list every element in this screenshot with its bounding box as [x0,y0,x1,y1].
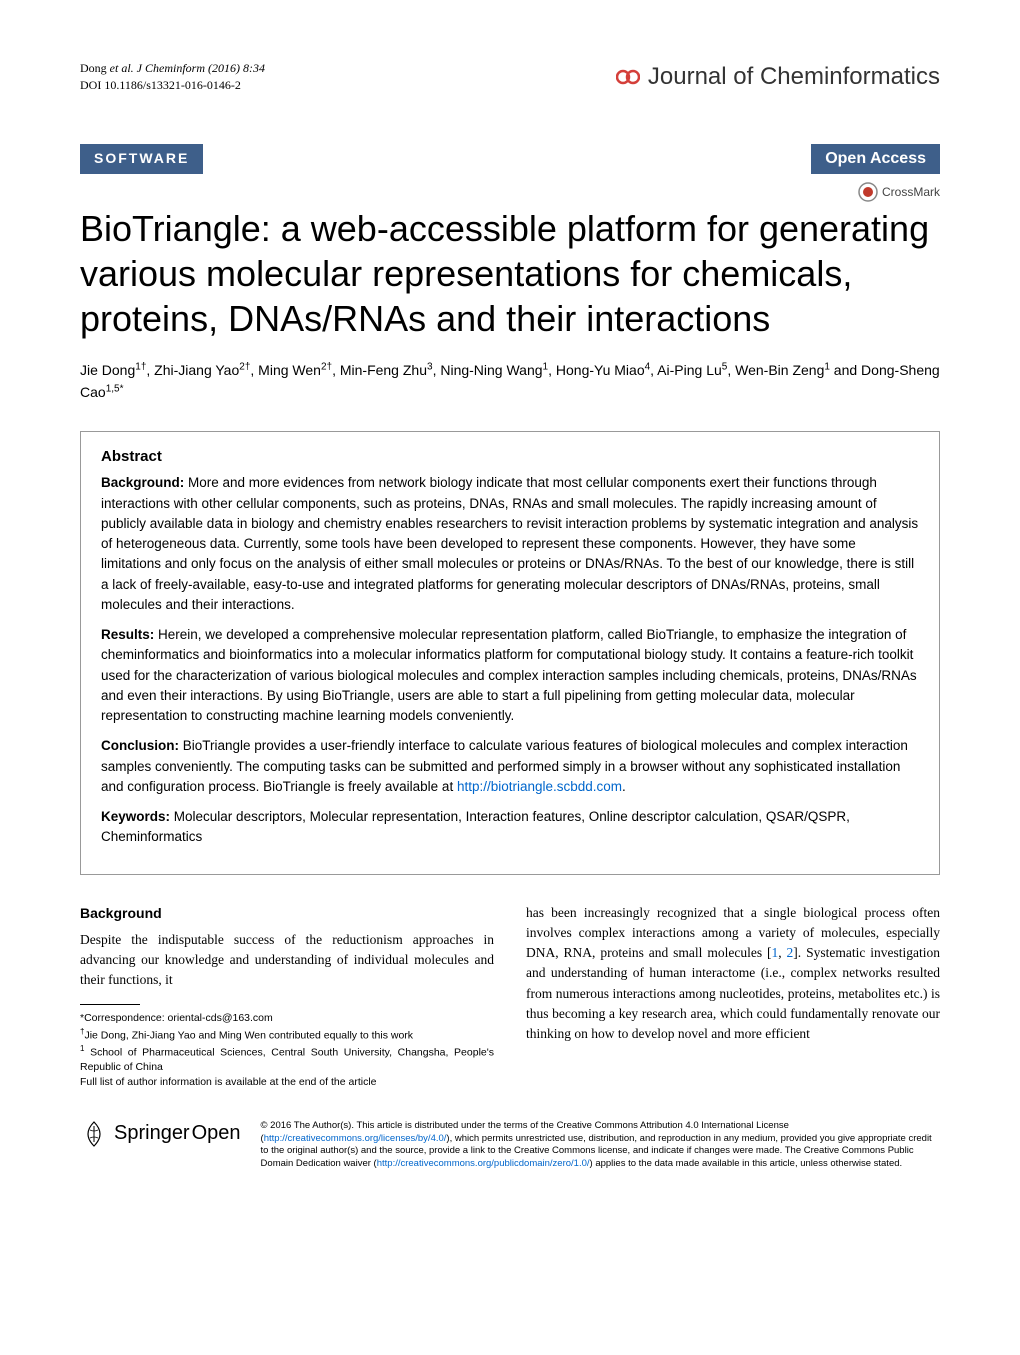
crossmark-badge[interactable]: CrossMark [858,182,940,202]
header-row: Dong et al. J Cheminform (2016) 8:34 DOI… [80,60,940,94]
background-label: Background: [101,475,184,490]
journal-name: Journal of Cheminformatics [648,63,940,91]
footnotes: *Correspondence: oriental-cds@163.com †J… [80,1011,494,1089]
lic-link1[interactable]: http://creativecommons.org/licenses/by/4… [264,1133,447,1144]
abstract-box: Abstract Background: More and more evide… [80,431,940,874]
col1-para: Despite the indisputable success of the … [80,930,494,991]
body-columns: Background Despite the indisputable succ… [80,903,940,1090]
fulllist-note: Full list of author information is avail… [80,1075,494,1090]
conclusion-text-2: . [622,779,626,794]
authors-list: Jie Dong1†, Zhi-Jiang Yao2†, Ming Wen2†,… [80,359,940,404]
abstract-conclusion: Conclusion: BioTriangle provides a user-… [101,736,919,797]
journal-icon [616,65,640,89]
license-text: © 2016 The Author(s). This article is di… [261,1120,940,1171]
citation-doi: DOI 10.1186/s13321-016-0146-2 [80,78,241,92]
keywords-label: Keywords: [101,809,170,824]
background-text: More and more evidences from network bio… [101,475,918,612]
footer-row: SpringerOpen © 2016 The Author(s). This … [80,1120,940,1171]
abstract-background: Background: More and more evidences from… [101,473,919,615]
springer-icon [80,1120,108,1148]
crossmark-label: CrossMark [882,185,940,199]
keywords-text: Molecular descriptors, Molecular represe… [101,809,850,844]
journal-brand: Journal of Cheminformatics [616,63,940,91]
crossmark-row: CrossMark [80,182,940,202]
col2-t2: , [778,945,786,960]
citation-authors: Dong [80,61,110,75]
affil-note: 1 School of Pharmaceutical Sciences, Cen… [80,1043,494,1075]
correspondence-note: *Correspondence: oriental-cds@163.com [80,1011,494,1026]
springer-logo: SpringerOpen [80,1120,241,1148]
citation: Dong et al. J Cheminform (2016) 8:34 DOI… [80,60,265,94]
lic-3: ) applies to the data made available in … [590,1158,903,1169]
abstract-keywords: Keywords: Molecular descriptors, Molecul… [101,807,919,848]
lic-link2[interactable]: http://creativecommons.org/publicdomain/… [377,1158,590,1169]
abstract-heading: Abstract [101,448,919,465]
left-column: Background Despite the indisputable succ… [80,903,494,1090]
results-label: Results: [101,627,154,642]
footnote-divider [80,1004,140,1005]
article-title: BioTriangle: a web-accessible platform f… [80,206,940,341]
open-access-badge: Open Access [811,144,940,174]
results-text: Herein, we developed a comprehensive mol… [101,627,917,723]
right-column: has been increasingly recognized that a … [526,903,940,1090]
conclusion-label: Conclusion: [101,738,179,753]
open-text: Open [192,1122,241,1145]
col2-para: has been increasingly recognized that a … [526,903,940,1045]
contrib-note: †Jie Dong, Zhi-Jiang Yao and Ming Wen co… [80,1026,494,1043]
citation-et-al: et al. J Cheminform (2016) 8:34 [110,61,265,75]
badge-row: SOFTWARE Open Access [80,144,940,174]
springer-text: Springer [114,1122,190,1145]
abstract-results: Results: Herein, we developed a comprehe… [101,625,919,726]
software-badge: SOFTWARE [80,144,203,174]
crossmark-icon [858,182,878,202]
background-heading: Background [80,903,494,924]
conclusion-link[interactable]: http://biotriangle.scbdd.com [457,779,622,794]
